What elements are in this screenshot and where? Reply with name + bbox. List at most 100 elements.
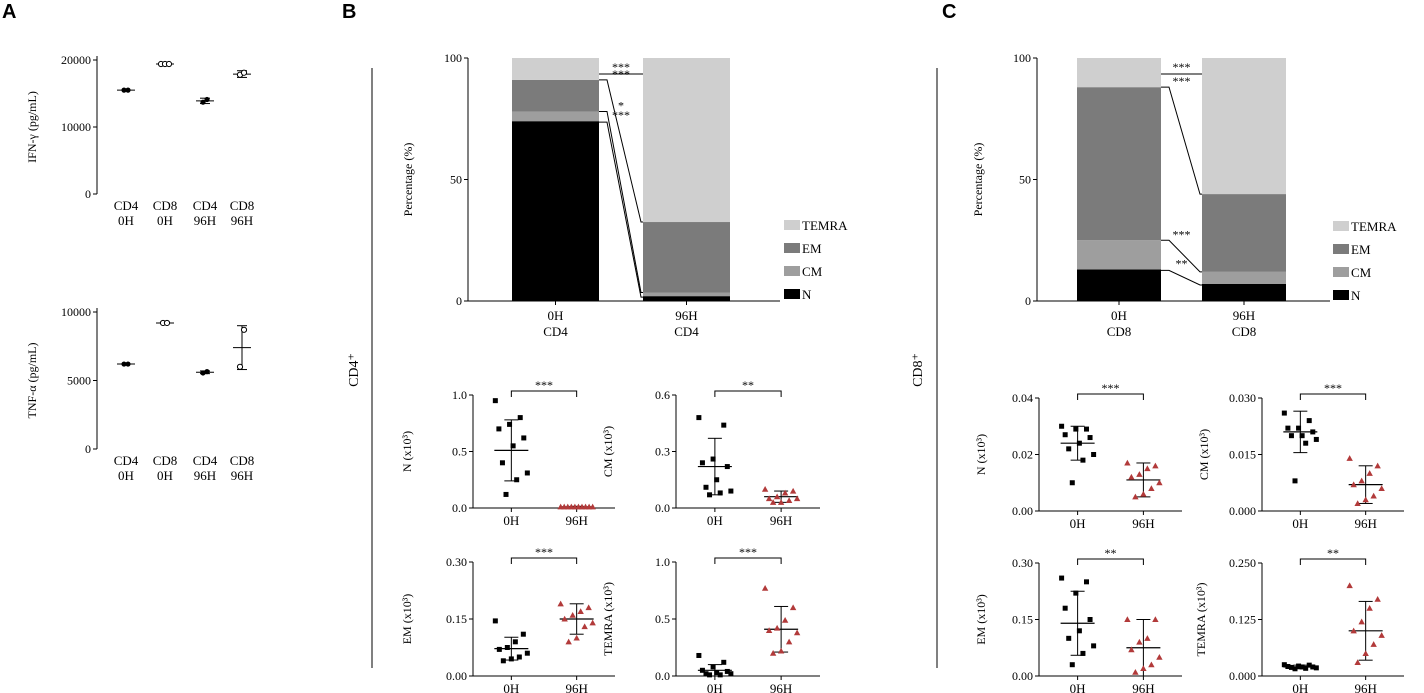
B_TEMRA-point (696, 652, 702, 658)
C_TEMRA-point (1299, 664, 1305, 670)
C_bar-bar-em (1077, 87, 1161, 241)
C_bar-significance: *** (1173, 60, 1191, 74)
B_CM-point (793, 495, 801, 502)
A1-point (204, 96, 210, 103)
B_TEMRA-y-tick-label: 0.0 (655, 669, 670, 683)
C_bar-connector (1161, 269, 1202, 286)
A1-point (165, 60, 173, 68)
B_EM-x-tick-label: 96H (565, 681, 587, 693)
C_EM-y-tick-label: 0.15 (1012, 613, 1033, 627)
B_bar-bar-temra (512, 58, 599, 80)
section-label-cd4: CD4⁺ (347, 353, 362, 387)
B_CM-point (707, 492, 713, 498)
C_bar-legend-label: CM (1351, 265, 1372, 280)
B_N-point (578, 503, 586, 510)
B_CM-point (769, 499, 777, 505)
C_CM-point (1299, 433, 1305, 439)
B_N-point (568, 503, 575, 510)
C_N-y-tick-label: 0.00 (1012, 504, 1033, 518)
C_bar-connector (1161, 239, 1202, 273)
C_bar-y-tick-label: 0 (1025, 294, 1031, 308)
B_TEMRA-point (781, 616, 789, 623)
C_CM-significance-bracket (1299, 393, 1367, 400)
C_N-point (1062, 432, 1068, 438)
C_EM-x-tick-label: 0H (1070, 681, 1086, 693)
C_TEMRA-point (1310, 664, 1316, 670)
B_bar-connector (599, 79, 643, 223)
B_CM-point (728, 488, 734, 494)
A1-y-tick-label: 20000 (61, 53, 91, 67)
B_bar-bar-n (643, 296, 730, 301)
B_TEMRA-y-axis-label: TEMRA (x10³) (601, 582, 615, 656)
B_TEMRA-point (699, 667, 705, 673)
B_N-point (521, 435, 527, 441)
C_N-x-tick-label: 96H (1132, 516, 1154, 531)
C_bar-bar-em (1202, 194, 1286, 272)
B_TEMRA-point (707, 672, 713, 678)
A1-x-tick-label: 0H (118, 213, 134, 228)
B_EM-y-tick-label: 0.30 (446, 555, 467, 569)
B_EM-point (496, 646, 502, 652)
B_bar-connector (599, 121, 643, 298)
B_CM-point (765, 495, 773, 502)
B_EM-y-tick-label: 0.00 (446, 669, 467, 683)
C_N-point (1087, 435, 1093, 441)
B_EM-point (589, 619, 596, 626)
A2-x-tick-label: CD4 (193, 453, 218, 468)
B_CM-y-tick-label: 0.6 (655, 388, 670, 402)
A1-y-tick-label: 0 (85, 187, 91, 201)
C_CM-point (1370, 492, 1377, 499)
C_CM-y-axis-label: CM (x10³) (1197, 429, 1211, 480)
B_bar-bar-n (512, 121, 599, 302)
C_bar-legend-label: EM (1351, 242, 1371, 257)
C_TEMRA-point (1281, 662, 1287, 668)
B_TEMRA-point (710, 664, 716, 670)
A1-point (125, 87, 131, 93)
B_bar-bar-em (643, 222, 730, 293)
C_TEMRA-point (1362, 650, 1369, 656)
C_CM-point (1374, 462, 1381, 469)
B_EM-point (585, 604, 592, 611)
B_EM-point (524, 650, 530, 656)
C_bar-bar-temra (1202, 58, 1286, 195)
B_CM-y-tick-label: 0.0 (655, 501, 670, 515)
C_TEMRA-point (1306, 662, 1312, 668)
C_bar-significance: *** (1173, 227, 1191, 241)
C_bar-significance: *** (1173, 74, 1191, 88)
C_TEMRA-point (1285, 664, 1291, 670)
C_bar-y-tick-label: 100 (1013, 51, 1031, 65)
C_TEMRA-y-axis-label: TEMRA (x10³) (1194, 583, 1208, 657)
C_N-y-axis-label: N (x10³) (974, 434, 988, 475)
B_N-y-tick-label: 0.0 (452, 501, 467, 515)
A2-x-tick-label: 0H (118, 468, 134, 483)
A2-y-tick-label: 0 (85, 442, 91, 456)
C_N-point (1069, 480, 1075, 486)
C_TEMRA-point (1354, 659, 1361, 665)
B_EM-point (569, 612, 576, 618)
B_bar-legend-swatch (784, 266, 800, 276)
A1-point (121, 87, 127, 93)
B_bar-x-tick-label: 96H (675, 308, 697, 323)
C_bar-x-tick-label: 0H (1111, 308, 1127, 323)
C_N-point (1156, 479, 1163, 486)
C_bar-connector (1161, 86, 1202, 195)
C_EM-point (1062, 605, 1068, 611)
C_EM-point (1156, 653, 1163, 660)
C_bar-bar-cm (1077, 240, 1161, 270)
B_TEMRA-point (793, 629, 801, 636)
B_bar-significance: *** (612, 67, 630, 81)
B_TEMRA-point (728, 671, 734, 677)
B_TEMRA-significance: *** (739, 545, 757, 559)
B_TEMRA-point (769, 650, 777, 656)
C_CM-point (1354, 500, 1361, 507)
C_TEMRA-y-tick-label: 0.250 (1229, 556, 1256, 570)
C_TEMRA-point (1378, 632, 1385, 638)
B_bar-x-tick-label: CD4 (543, 324, 568, 339)
B_CM-point (714, 477, 720, 483)
B_bar-connector (599, 110, 643, 293)
C_bar-y-tick-label: 50 (1019, 173, 1031, 187)
B_N-point (496, 426, 502, 432)
B_CM-point (724, 464, 730, 470)
C_EM-point (1059, 575, 1065, 581)
